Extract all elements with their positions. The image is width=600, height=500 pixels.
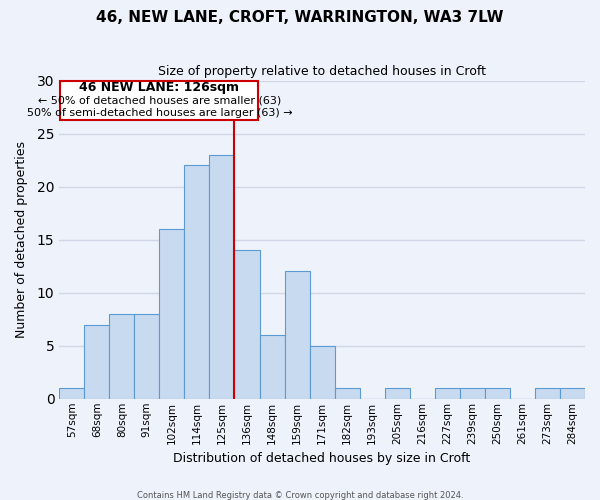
Bar bbox=[460, 388, 485, 399]
Bar bbox=[184, 166, 209, 399]
FancyBboxPatch shape bbox=[61, 80, 258, 120]
Bar bbox=[435, 388, 460, 399]
Title: Size of property relative to detached houses in Croft: Size of property relative to detached ho… bbox=[158, 65, 486, 78]
Text: 50% of semi-detached houses are larger (63) →: 50% of semi-detached houses are larger (… bbox=[26, 108, 292, 118]
Bar bbox=[59, 388, 84, 399]
Bar bbox=[109, 314, 134, 399]
Bar bbox=[160, 229, 184, 399]
Bar bbox=[535, 388, 560, 399]
Bar bbox=[84, 324, 109, 399]
Bar bbox=[310, 346, 335, 399]
Text: ← 50% of detached houses are smaller (63): ← 50% of detached houses are smaller (63… bbox=[38, 95, 281, 105]
Bar bbox=[235, 250, 260, 399]
Y-axis label: Number of detached properties: Number of detached properties bbox=[16, 141, 28, 338]
Bar bbox=[209, 155, 235, 399]
Bar bbox=[335, 388, 359, 399]
Bar bbox=[385, 388, 410, 399]
Text: 46, NEW LANE, CROFT, WARRINGTON, WA3 7LW: 46, NEW LANE, CROFT, WARRINGTON, WA3 7LW bbox=[96, 10, 504, 25]
X-axis label: Distribution of detached houses by size in Croft: Distribution of detached houses by size … bbox=[173, 452, 471, 465]
Text: Contains HM Land Registry data © Crown copyright and database right 2024.: Contains HM Land Registry data © Crown c… bbox=[137, 490, 463, 500]
Bar bbox=[485, 388, 510, 399]
Bar bbox=[260, 335, 284, 399]
Bar bbox=[134, 314, 160, 399]
Bar bbox=[284, 272, 310, 399]
Bar bbox=[560, 388, 585, 399]
Text: 46 NEW LANE: 126sqm: 46 NEW LANE: 126sqm bbox=[79, 81, 239, 94]
